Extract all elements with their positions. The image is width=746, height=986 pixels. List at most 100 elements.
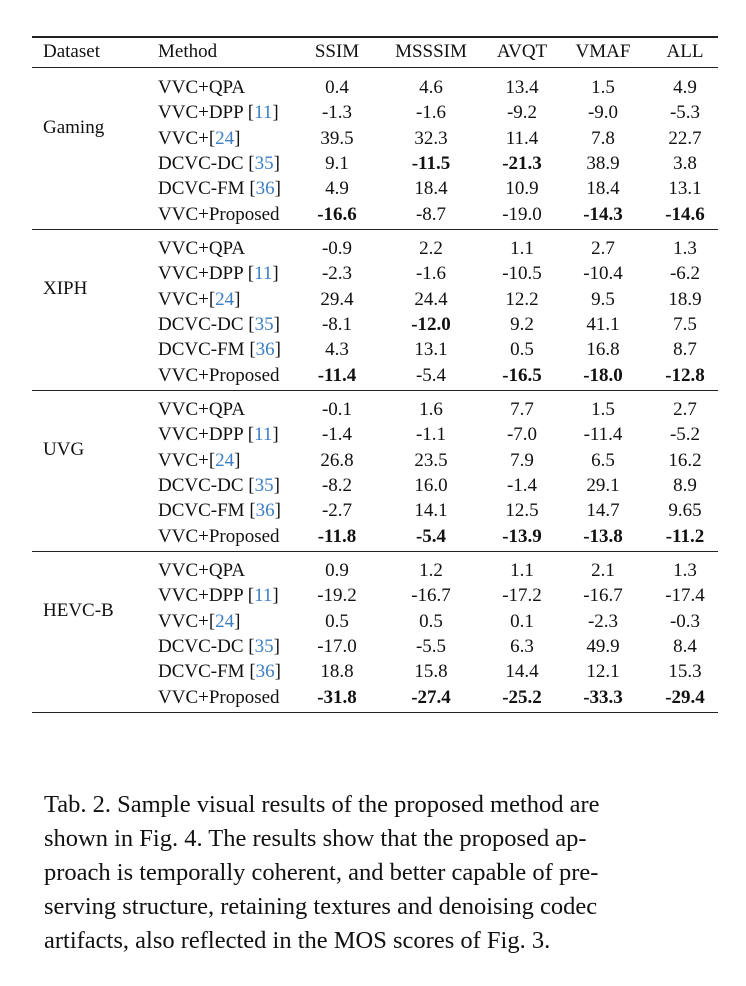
value-cell: 1.5 xyxy=(591,399,615,420)
method-name: VVC+Proposed xyxy=(158,203,280,225)
value-cell: 39.5 xyxy=(320,127,354,149)
value-cell: -11.5 xyxy=(411,152,451,174)
method-name: VVC+ xyxy=(158,288,209,310)
value-cell: 7.5 xyxy=(673,313,697,335)
citation-link[interactable]: 35 xyxy=(254,474,274,496)
value-cell: 4.9 xyxy=(325,178,349,200)
citation-bracket: ] xyxy=(273,313,280,335)
value-cell: 16.2 xyxy=(668,449,702,471)
value-cell: -18.0 xyxy=(583,364,623,386)
citation-link[interactable]: 24 xyxy=(215,449,235,471)
method-cell: DCVC-FM [36] xyxy=(158,661,281,683)
dataset-label: UVG xyxy=(43,439,85,460)
value-cell: -9.0 xyxy=(587,102,619,124)
value-cell: 9.2 xyxy=(510,313,534,335)
value-cell: 12.2 xyxy=(505,288,539,310)
value-cell: 18.4 xyxy=(586,178,620,200)
citation-bracket: [ xyxy=(249,178,256,200)
method-cell: VVC+[24] xyxy=(158,128,241,150)
citation-bracket: ] xyxy=(273,152,280,174)
citation-bracket: ] xyxy=(272,585,279,607)
value-cell: 15.8 xyxy=(414,661,448,683)
citation-link[interactable]: 24 xyxy=(215,127,235,149)
method-name: VVC+QPA xyxy=(158,399,246,420)
value-cell: -17.2 xyxy=(502,585,542,607)
method-name: DCVC-FM xyxy=(158,661,250,683)
value-cell: 24.4 xyxy=(414,288,448,310)
value-cell: 13.1 xyxy=(668,178,702,200)
method-cell: DCVC-FM [36] xyxy=(158,500,281,522)
citation-link[interactable]: 36 xyxy=(255,178,275,200)
method-name: VVC+Proposed xyxy=(158,364,280,386)
value-cell: -11.8 xyxy=(317,525,357,547)
method-cell: VVC+Proposed xyxy=(158,365,280,387)
method-name: VVC+DPP xyxy=(158,102,248,124)
method-cell: VVC+QPA xyxy=(158,560,245,582)
citation-bracket: [ xyxy=(247,585,255,607)
value-cell: 2.7 xyxy=(673,399,697,420)
caption-line: shown in Fig. 4. The results show that t… xyxy=(44,825,587,852)
value-cell: -1.4 xyxy=(321,424,353,446)
value-cell: 10.9 xyxy=(505,178,539,200)
value-cell: 2.1 xyxy=(591,560,615,581)
value-cell: 1.1 xyxy=(510,560,534,581)
citation-bracket: ] xyxy=(274,339,281,361)
value-cell: 3.8 xyxy=(673,152,697,174)
citation-link[interactable]: 35 xyxy=(254,313,274,335)
value-cell: 0.5 xyxy=(325,610,349,632)
citation-link[interactable]: 11 xyxy=(254,585,273,607)
citation-bracket: ] xyxy=(273,635,280,657)
citation-link[interactable]: 11 xyxy=(254,263,273,285)
method-cell: VVC+QPA xyxy=(158,399,245,421)
header-msssim: MSSSIM xyxy=(395,41,467,62)
value-cell: -14.6 xyxy=(665,203,705,225)
header-avqt: AVQT xyxy=(496,41,548,62)
caption-line: serving structure, retaining textures an… xyxy=(44,893,598,920)
value-cell: -12.0 xyxy=(411,313,451,335)
top-rule xyxy=(32,36,718,38)
method-name: VVC+ xyxy=(158,610,209,632)
method-cell: VVC+[24] xyxy=(158,611,241,633)
header-all: ALL xyxy=(666,41,704,62)
value-cell: -7.0 xyxy=(506,424,538,446)
dataset-label: HEVC-B xyxy=(43,600,114,621)
citation-link[interactable]: 35 xyxy=(254,635,274,657)
value-cell: -0.9 xyxy=(321,238,353,259)
group-rule xyxy=(32,390,718,391)
value-cell: -9.2 xyxy=(506,102,538,124)
citation-link[interactable]: 35 xyxy=(254,152,274,174)
citation-bracket: [ xyxy=(208,449,216,471)
citation-link[interactable]: 36 xyxy=(255,661,275,683)
value-cell: 4.6 xyxy=(419,77,443,98)
citation-bracket: ] xyxy=(274,661,281,683)
value-cell: -1.6 xyxy=(415,102,447,124)
value-cell: -13.9 xyxy=(502,525,542,547)
citation-link[interactable]: 24 xyxy=(215,288,235,310)
value-cell: 12.1 xyxy=(586,661,620,683)
value-cell: 13.1 xyxy=(414,339,448,361)
value-cell: -8.2 xyxy=(321,474,353,496)
method-name: VVC+QPA xyxy=(158,238,246,259)
citation-bracket: ] xyxy=(234,127,241,149)
value-cell: -27.4 xyxy=(411,686,451,708)
value-cell: -2.7 xyxy=(321,500,353,522)
citation-bracket: ] xyxy=(273,474,280,496)
citation-link[interactable]: 11 xyxy=(254,424,273,446)
citation-link[interactable]: 11 xyxy=(254,102,273,124)
method-name: VVC+Proposed xyxy=(158,686,280,708)
citation-link[interactable]: 36 xyxy=(255,500,275,522)
value-cell: -5.2 xyxy=(669,424,701,446)
method-cell: VVC+DPP [11] xyxy=(158,263,279,285)
value-cell: 1.3 xyxy=(673,560,697,581)
citation-link[interactable]: 24 xyxy=(215,610,235,632)
method-cell: DCVC-DC [35] xyxy=(158,314,280,336)
citation-link[interactable]: 36 xyxy=(255,339,275,361)
header-vmaf: VMAF xyxy=(575,41,631,62)
value-cell: -19.0 xyxy=(502,203,542,225)
value-cell: 29.1 xyxy=(586,474,620,496)
citation-bracket: ] xyxy=(274,500,281,522)
group-rule xyxy=(32,229,718,230)
value-cell: 0.5 xyxy=(510,339,534,361)
value-cell: -16.5 xyxy=(502,364,542,386)
value-cell: -17.0 xyxy=(317,635,357,657)
